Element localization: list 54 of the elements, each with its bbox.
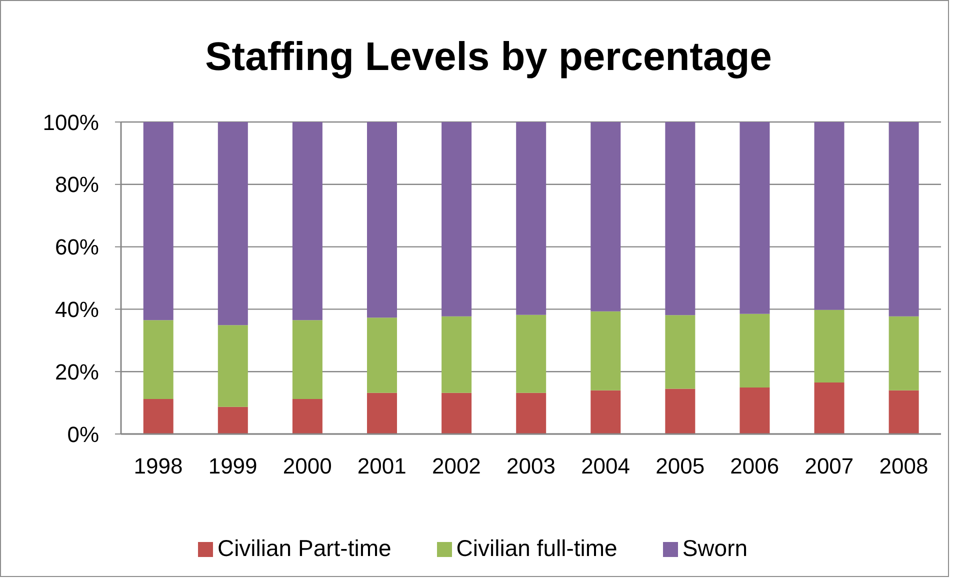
legend-label: Civilian full-time	[456, 535, 618, 561]
y-tick-label: 80%	[54, 172, 99, 198]
bar	[143, 399, 174, 434]
bar	[442, 392, 472, 434]
bar	[367, 122, 397, 318]
bar	[143, 320, 174, 400]
bar	[442, 122, 472, 316]
bar	[218, 325, 248, 407]
bar	[740, 314, 770, 388]
bar	[590, 390, 621, 434]
y-tick-label: 60%	[54, 234, 99, 260]
x-tick-label: 2003	[506, 454, 556, 479]
bar	[740, 122, 770, 314]
bar	[888, 390, 919, 434]
bar	[516, 392, 546, 434]
bar	[367, 318, 397, 393]
bar	[590, 311, 621, 390]
x-tick-label: 2001	[357, 454, 406, 479]
x-tick-label: 2005	[656, 454, 705, 479]
x-tick-label: 1999	[208, 454, 258, 479]
bar	[516, 314, 546, 393]
y-tick-label: 40%	[54, 297, 99, 322]
bar	[888, 122, 919, 316]
bar	[292, 320, 322, 400]
x-tick-label: 2004	[581, 454, 630, 479]
bar	[218, 406, 248, 434]
bar	[814, 310, 844, 383]
bar	[665, 388, 696, 434]
chart-title: Staffing Levels by percentage	[204, 35, 773, 80]
bar	[218, 122, 248, 326]
bar	[292, 122, 322, 320]
bar	[740, 388, 770, 434]
legend-label: Sworn	[682, 535, 748, 561]
x-tick-label: 2006	[730, 454, 780, 479]
bar	[665, 315, 696, 389]
bar	[590, 122, 621, 312]
x-tick-label: 2007	[804, 454, 854, 479]
bar	[292, 399, 322, 434]
bar	[143, 122, 174, 320]
bar	[814, 382, 844, 434]
y-tick-label: 100%	[42, 110, 99, 135]
y-tick-label: 0%	[67, 422, 99, 447]
x-tick-label: 1998	[134, 454, 183, 479]
bar	[888, 316, 919, 390]
x-tick-label: 2002	[432, 454, 481, 479]
bar	[367, 392, 397, 434]
y-tick-label: 20%	[54, 359, 99, 384]
bar	[442, 316, 472, 393]
bar	[516, 122, 546, 315]
legend-label: Civilian Part-time	[217, 535, 392, 561]
bar	[665, 122, 696, 316]
x-tick-label: 2000	[282, 454, 332, 479]
x-tick-label: 2008	[879, 454, 928, 479]
bar	[814, 122, 844, 310]
